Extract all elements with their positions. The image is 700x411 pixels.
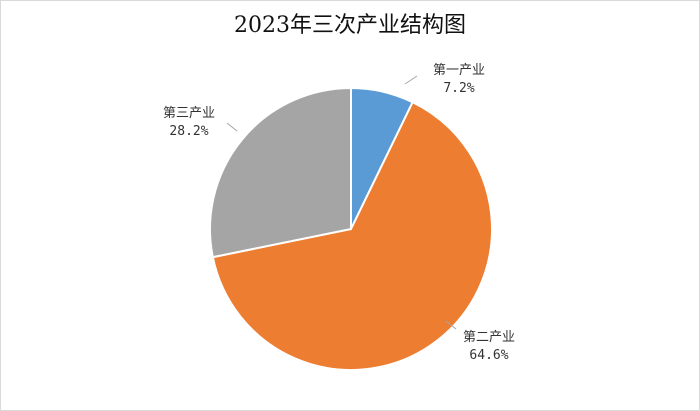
pie-slice-2	[211, 100, 493, 371]
chart-title: 2023年三次产业结构图	[234, 13, 466, 38]
slice-label-2: 第二产业	[463, 330, 515, 345]
slice-label-1: 第一产业	[433, 63, 485, 78]
pie-slice-3	[209, 86, 352, 259]
slice-value-2: 64.6%	[469, 348, 508, 363]
slice-label-3: 第三产业	[163, 106, 215, 121]
leader-line-2	[445, 320, 457, 330]
leader-line-1	[404, 75, 418, 85]
slice-value-1: 7.2%	[443, 81, 474, 96]
slice-value-3: 28.2%	[169, 124, 208, 139]
leader-line-3	[226, 122, 238, 132]
